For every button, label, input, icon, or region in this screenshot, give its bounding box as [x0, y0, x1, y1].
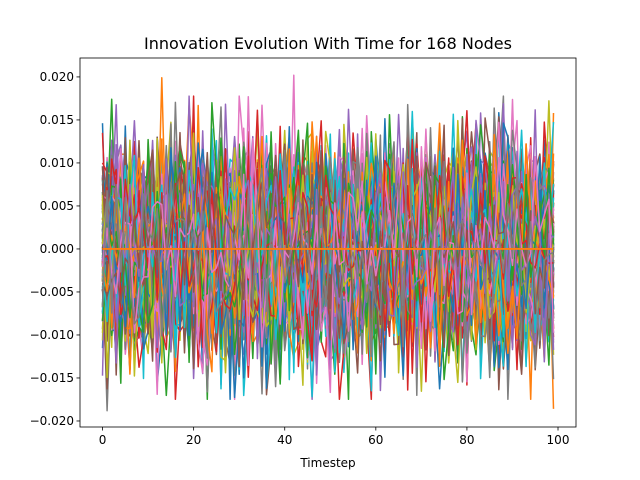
x-axis-label: Timestep: [299, 456, 355, 470]
series-line: [101, 103, 554, 379]
x-tick-label: 40: [277, 433, 292, 447]
y-tick-label: 0.010: [40, 156, 74, 170]
y-tick-label: 0.015: [40, 113, 74, 127]
y-axis: −0.020 −0.015 −0.010 −0.005 0.000 0.005 0.010 0…: [30, 70, 80, 428]
chart-title: Innovation Evolution With Time for 168 N…: [144, 34, 512, 53]
series-line: [101, 126, 555, 383]
y-tick-label: −0.005: [30, 285, 74, 299]
x-tick-label: 60: [368, 433, 383, 447]
plot-frame: [79, 57, 577, 428]
series-line: [102, 155, 554, 349]
y-tick-label: −0.020: [30, 414, 74, 428]
x-tick-label: 80: [459, 433, 474, 447]
y-tick-label: 0.000: [40, 242, 74, 256]
x-axis: 0 20 40 60 80 100: [99, 427, 570, 447]
y-tick-label: −0.010: [30, 328, 74, 342]
series-line: [101, 135, 555, 373]
series-layer: [101, 74, 555, 412]
x-tick-label: 100: [547, 433, 570, 447]
y-tick-label: 0.020: [40, 70, 74, 84]
y-tick-label: 0.005: [40, 199, 74, 213]
y-tick-label: −0.015: [30, 371, 74, 385]
series-line: [101, 138, 555, 394]
x-tick-label: 20: [186, 433, 201, 447]
x-tick-label: 0: [99, 433, 107, 447]
